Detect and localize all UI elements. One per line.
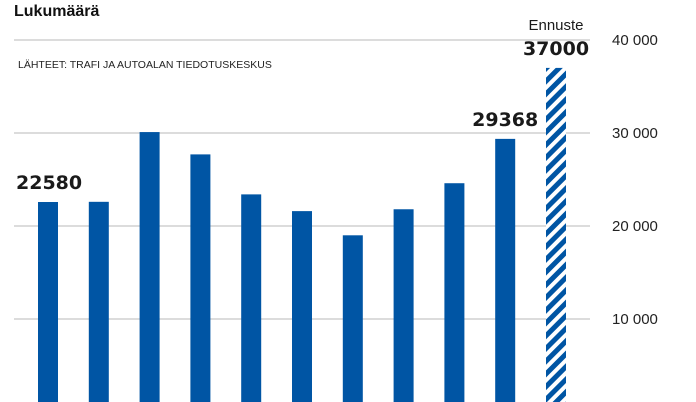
bar [241,194,262,402]
bar [88,201,109,402]
data-labels: 22580 29368 37000 Ennuste [16,17,589,194]
bar [444,183,465,402]
y-tick-label: 20 000 [612,218,658,235]
chart-title: Lukumäärä [14,3,99,20]
forecast-label: Ennuste [528,17,583,34]
bar [342,235,363,402]
bar [495,138,516,402]
bar [38,202,58,402]
chart-source: LÄHTEET: TRAFI JA AUTOALAN TIEDOTUSKESKU… [18,59,272,71]
bar [393,209,414,402]
data-label: 29368 [472,109,538,131]
y-tick-label: 30 000 [612,125,658,142]
data-label: 37000 [523,38,589,60]
forecast-bar [546,67,566,402]
y-axis: 10 000 20 000 30 000 40 000 [612,32,658,328]
y-tick-label: 40 000 [612,32,658,49]
bars [38,67,566,402]
bar [190,154,211,402]
bar [139,132,160,402]
y-tick-label: 10 000 [612,311,658,328]
bar [292,211,312,402]
data-label: 22580 [16,172,82,194]
